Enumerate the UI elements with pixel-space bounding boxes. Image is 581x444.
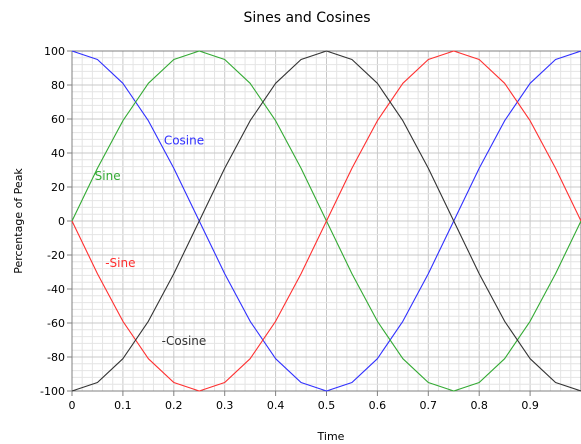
x-axis-label: Time bbox=[317, 430, 345, 443]
x-tick-label: 0.5 bbox=[318, 399, 336, 412]
series-annotation: Cosine bbox=[164, 134, 204, 148]
x-tick-label: 0.8 bbox=[470, 399, 488, 412]
y-tick-label: 20 bbox=[51, 181, 65, 194]
x-tick-label: 0.4 bbox=[267, 399, 285, 412]
y-tick-label: 40 bbox=[51, 147, 65, 160]
y-axis-label: Percentage of Peak bbox=[12, 168, 25, 274]
y-tick-label: 100 bbox=[44, 45, 65, 58]
y-tick-label: -60 bbox=[47, 317, 65, 330]
series-line-cosine bbox=[71, 50, 581, 392]
grid bbox=[72, 51, 581, 391]
x-tick-label: 0.6 bbox=[369, 399, 387, 412]
x-tick-label: 0.9 bbox=[521, 399, 539, 412]
y-tick-label: -20 bbox=[47, 249, 65, 262]
y-tick-label: 0 bbox=[58, 215, 65, 228]
x-tick-label: 0.7 bbox=[420, 399, 438, 412]
series-annotation: -Sine bbox=[105, 256, 135, 270]
x-tick-label: 0.2 bbox=[165, 399, 183, 412]
ticks: 0 0.1 0.2 0.3 0.4 0.5 0.6 0.7 0.8 0.9 100 80 60 40 20 0… bbox=[40, 45, 539, 412]
series-annotation: -Cosine bbox=[162, 334, 207, 348]
y-tick-label: -80 bbox=[47, 351, 65, 364]
x-tick-label: 0.3 bbox=[216, 399, 234, 412]
y-tick-label: -40 bbox=[47, 283, 65, 296]
series-annotation: Sine bbox=[95, 169, 121, 183]
series-lines bbox=[71, 50, 581, 392]
x-tick-label: 0.1 bbox=[114, 399, 132, 412]
series-line-sine-neg bbox=[71, 50, 581, 392]
series-annotations: Cosine Sine -Sine -Cosine bbox=[95, 134, 207, 349]
y-tick-label: 60 bbox=[51, 113, 65, 126]
series-line-cosine-neg bbox=[71, 50, 581, 392]
chart-title: Sines and Cosines bbox=[243, 10, 370, 26]
x-tick-label: 0 bbox=[69, 399, 76, 412]
y-tick-label: 80 bbox=[51, 79, 65, 92]
y-tick-label: -100 bbox=[40, 385, 65, 398]
